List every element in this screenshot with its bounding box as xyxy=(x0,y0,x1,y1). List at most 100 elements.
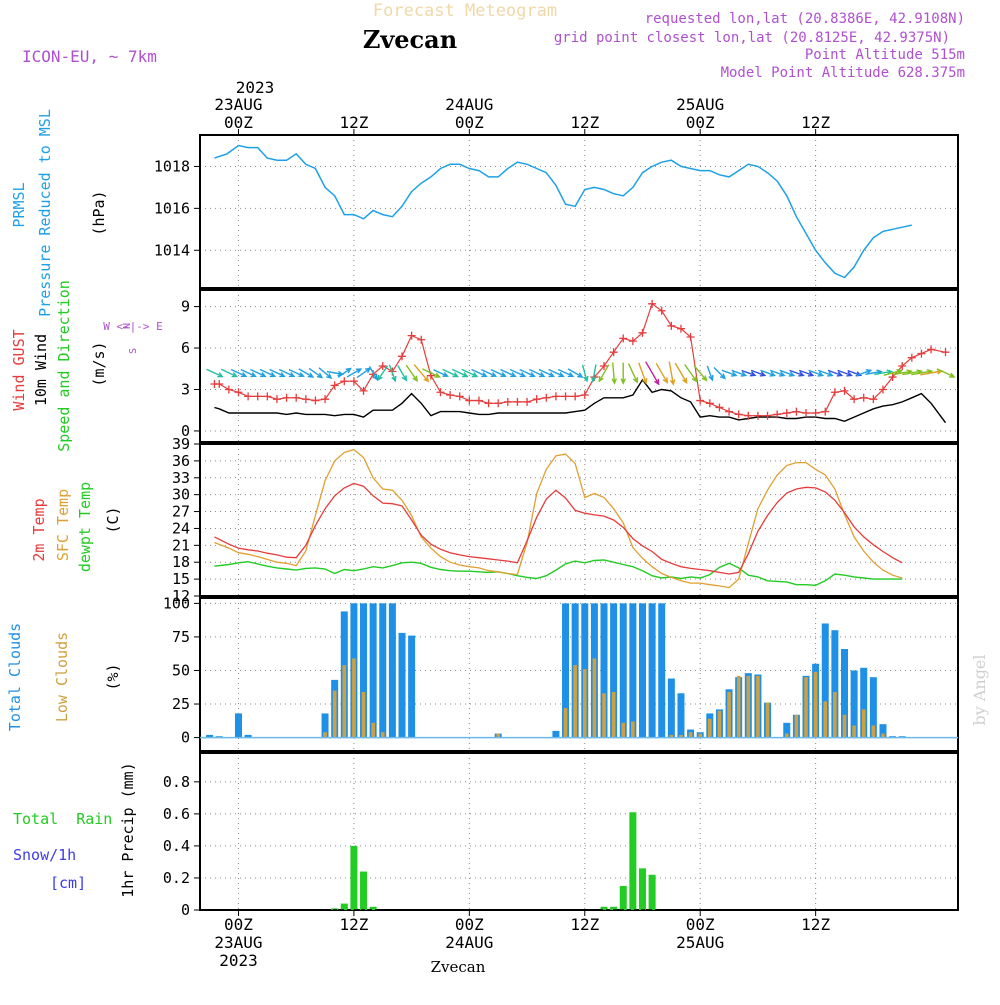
wind-direction-arrow xyxy=(645,361,660,386)
location-title: Zvecan xyxy=(363,25,457,54)
low-cloud-bar xyxy=(631,721,635,738)
gust-marker xyxy=(272,395,281,404)
compass-s: S xyxy=(128,348,139,354)
wind-direction-arrow xyxy=(557,368,575,378)
gust-marker xyxy=(551,392,560,401)
label-sfc-temp: SFC Temp xyxy=(54,489,72,561)
gust-marker xyxy=(407,331,416,340)
total-cloud-bar xyxy=(850,670,858,738)
low-cloud-bar xyxy=(804,677,808,738)
gust-marker xyxy=(321,395,330,404)
wind-direction-arrow xyxy=(638,362,648,385)
wind-direction-arrow xyxy=(655,362,669,384)
low-cloud-bar xyxy=(833,691,837,738)
gust-marker xyxy=(330,381,339,390)
total-cloud-bar xyxy=(821,623,829,738)
label-celsius: (C) xyxy=(104,506,122,533)
low-cloud-bar xyxy=(582,669,587,738)
rain-bar xyxy=(619,885,627,910)
low-cloud-bar xyxy=(736,675,741,738)
low-cloud-bar xyxy=(756,675,760,738)
low-cloud-bar xyxy=(765,702,770,738)
label-wind-gust: Wind GUST xyxy=(10,329,28,410)
wind-direction-arrow xyxy=(611,362,617,385)
gust-marker xyxy=(571,392,580,401)
wind-direction-arrow xyxy=(674,362,688,385)
time-label-bottom: 12Z xyxy=(801,915,830,934)
panel-frame-wind xyxy=(199,289,959,443)
time-label-bottom: 12Z xyxy=(570,915,599,934)
gust-marker xyxy=(561,392,570,401)
gust-marker xyxy=(628,337,637,346)
wind-direction-arrow xyxy=(368,366,378,381)
gust-marker xyxy=(244,392,253,401)
wind-direction-arrow xyxy=(259,368,277,378)
wind-direction-arrow xyxy=(779,369,796,377)
wind-direction-arrow xyxy=(376,365,389,382)
low-cloud-bar xyxy=(380,732,385,738)
gust-marker xyxy=(224,385,233,394)
wind-direction-arrow xyxy=(346,368,363,378)
gust-marker xyxy=(378,362,387,370)
wind-direction-arrow xyxy=(413,364,430,383)
gust-marker xyxy=(696,396,705,405)
low-cloud-bar xyxy=(323,732,327,738)
gust-marker xyxy=(494,399,503,408)
gust-marker xyxy=(715,403,724,412)
total-cloud-bar xyxy=(369,603,377,738)
y-tick-label: 33 xyxy=(172,469,190,487)
label-dewpt-temp: dewpt Temp xyxy=(76,482,94,572)
total-cloud-bar xyxy=(379,603,387,738)
wind-direction-arrow xyxy=(451,368,469,378)
wind-direction-arrow xyxy=(308,367,324,379)
total-cloud-bar xyxy=(244,734,252,738)
gust-marker xyxy=(725,407,734,416)
low-cloud-bar xyxy=(698,733,703,738)
total-cloud-bar xyxy=(360,603,368,738)
date-label-top: 25AUG xyxy=(676,95,724,114)
y-tick-label: 100 xyxy=(163,594,190,612)
wind-direction-arrow xyxy=(397,365,408,382)
low-cloud-bar xyxy=(621,722,626,738)
wind-direction-arrow xyxy=(471,368,488,378)
wind-direction-arrow xyxy=(519,368,536,378)
gust-marker xyxy=(359,386,368,395)
label-snow-cm: [cm] xyxy=(50,874,86,892)
rain-bar xyxy=(638,868,646,910)
wind-direction-arrow xyxy=(627,363,638,384)
y-tick-label: 0.2 xyxy=(163,869,190,887)
sfc-temp-line xyxy=(214,448,903,589)
label-ms: (m/s) xyxy=(90,341,108,386)
gust-marker xyxy=(619,334,628,343)
panel-frame-clouds xyxy=(199,597,959,752)
total-cloud-bar xyxy=(610,603,618,738)
wind-direction-arrow xyxy=(598,364,610,383)
total-cloud-bar xyxy=(408,635,416,738)
dewpoint-line xyxy=(214,559,903,587)
y-tick-label: 1014 xyxy=(154,241,190,259)
total-cloud-bar xyxy=(860,667,868,738)
low-cloud-bar xyxy=(861,709,866,738)
time-label-bottom: 00Z xyxy=(455,915,484,934)
wind-direction-arrow xyxy=(883,368,903,376)
year-label-bottom: 2023 xyxy=(219,951,258,970)
bottom-location: Zvecan xyxy=(431,958,486,976)
low-cloud-bar xyxy=(563,708,568,738)
low-cloud-bar xyxy=(881,733,885,738)
low-cloud-bar xyxy=(669,734,674,738)
panel-frame-pressure xyxy=(199,134,959,289)
wind-direction-arrow xyxy=(278,368,296,378)
rain-bar xyxy=(600,906,608,910)
gust-marker xyxy=(503,397,512,406)
gust-marker xyxy=(474,396,483,405)
wind-direction-arrow xyxy=(337,367,352,378)
gust-marker xyxy=(840,386,849,395)
label-low-clouds: Low Clouds xyxy=(53,632,71,722)
gust-marker xyxy=(734,410,743,419)
low-cloud-bar xyxy=(573,665,577,738)
wind-direction-arrow xyxy=(288,368,305,377)
label-total-rain: Total Rain xyxy=(13,810,112,828)
gust-marker xyxy=(941,348,950,357)
gust-marker xyxy=(859,393,868,402)
